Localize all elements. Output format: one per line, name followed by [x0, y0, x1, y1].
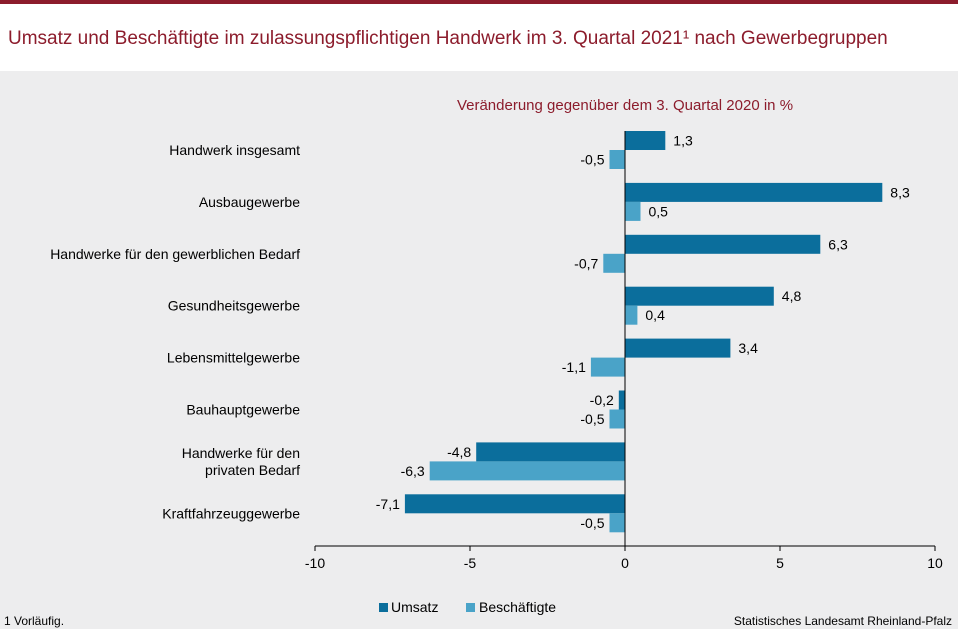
data-label: 0,5: [649, 203, 669, 219]
bar-beschaeftigte: [429, 461, 625, 481]
legend-label-beschaeftigte: Beschäftigte: [479, 599, 556, 615]
category-label: Handwerke für den gewerblichen Bedarf: [50, 246, 300, 262]
legend-swatch-umsatz: [379, 603, 388, 612]
bar-beschaeftigte: [603, 253, 625, 273]
x-tick-label: 5: [776, 555, 784, 571]
bar-umsatz: [625, 131, 666, 150]
title-bar: Umsatz und Beschäftigte im zulassungspfl…: [0, 0, 958, 71]
data-label: -0,5: [580, 515, 604, 531]
bar-umsatz: [625, 286, 774, 306]
bar-beschaeftigte: [609, 150, 625, 169]
bar-umsatz: [618, 390, 625, 410]
bar-beschaeftigte: [625, 305, 638, 325]
category-label: Lebensmittelgewerbe: [167, 350, 300, 366]
category-label: Bauhauptgewerbe: [186, 402, 300, 418]
data-label: -4,8: [447, 444, 471, 460]
category-label-line: Gesundheitsgewerbe: [168, 298, 301, 314]
data-label: -6,3: [401, 463, 425, 479]
category-label-line: Lebensmittelgewerbe: [167, 350, 300, 366]
chart-title: Umsatz und Beschäftigte im zulassungspfl…: [8, 28, 888, 49]
category-label-line: Kraftfahrzeuggewerbe: [162, 505, 300, 521]
data-label: 4,8: [782, 288, 802, 304]
category-label: Handwerk insgesamt: [169, 142, 300, 158]
category-label: Gesundheitsgewerbe: [168, 298, 301, 314]
bar-umsatz: [625, 182, 883, 202]
category-label: Ausbaugewerbe: [199, 194, 300, 210]
x-tick-label: -5: [464, 555, 477, 571]
legend-label-umsatz: Umsatz: [391, 599, 438, 615]
data-label: 3,4: [738, 340, 758, 356]
data-label: -1,1: [562, 359, 586, 375]
bar-beschaeftigte: [609, 513, 625, 533]
data-label: -0,7: [574, 255, 598, 271]
category-label-line: Handwerk insgesamt: [169, 142, 300, 158]
category-label-line: Ausbaugewerbe: [199, 194, 300, 210]
data-label: 0,4: [645, 307, 665, 323]
data-label: 6,3: [828, 236, 848, 252]
bar-umsatz: [404, 494, 625, 514]
bar-beschaeftigte: [590, 357, 625, 377]
bar-beschaeftigte: [609, 409, 625, 429]
source-note: Statistisches Landesamt Rheinland-Pfalz: [734, 614, 952, 628]
category-label-line: Bauhauptgewerbe: [186, 402, 300, 418]
bar-umsatz: [625, 338, 731, 358]
chart-panel: Veränderung gegenüber dem 3. Quartal 202…: [0, 71, 958, 629]
bar-umsatz: [476, 442, 625, 462]
category-label-line: privaten Bedarf: [205, 462, 300, 478]
chart-subtitle: Veränderung gegenüber dem 3. Quartal 202…: [457, 97, 793, 114]
bar-beschaeftigte: [625, 201, 641, 221]
legend-swatch-beschaeftigte: [466, 603, 475, 612]
category-label: Kraftfahrzeuggewerbe: [162, 505, 300, 521]
data-label: -0,2: [590, 392, 614, 408]
data-label: -7,1: [376, 496, 400, 512]
x-tick-label: 10: [927, 555, 943, 571]
data-label: 8,3: [890, 184, 910, 200]
bars-layer: Handwerk insgesamt 1,3 -0,5 Ausbaugewerbe 8,…: [50, 131, 910, 533]
category-label: Handwerke für den privaten Bedarf: [182, 445, 300, 478]
bar-chart: Veränderung gegenüber dem 3. Quartal 202…: [4, 97, 952, 628]
x-tick-label: 0: [621, 555, 629, 571]
category-label-line: Handwerke für den gewerblichen Bedarf: [50, 246, 300, 262]
data-label: 1,3: [673, 133, 693, 149]
x-axis: -10 -5 0 5 10: [305, 131, 943, 571]
category-label-line: Handwerke für den: [182, 445, 300, 461]
footnote: 1 Vorläufig.: [4, 614, 64, 628]
data-label: -0,5: [580, 152, 604, 168]
data-label: -0,5: [580, 411, 604, 427]
x-tick-label: -10: [305, 555, 325, 571]
legend: Umsatz Beschäftigte: [379, 599, 556, 615]
bar-umsatz: [625, 234, 821, 254]
